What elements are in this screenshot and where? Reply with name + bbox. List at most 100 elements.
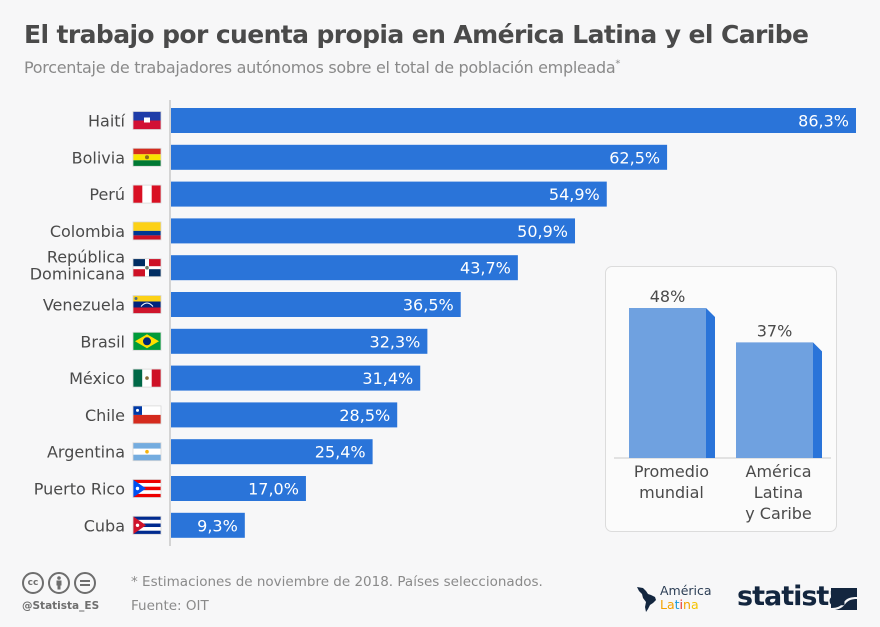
value-label: 43,7% [460,259,511,278]
peru-flag-icon [132,184,162,204]
bar-row: 28,5% Chile [85,402,398,428]
chile-flag-icon [132,405,162,425]
inset-bar: 37% América Latina y Caribe [736,321,822,523]
category-label: Brasil [80,332,125,351]
category-label: Dominicana [30,265,125,284]
latina-letter: t [674,597,680,612]
bar-row: 17,0% Puerto Rico [34,476,306,501]
value-label: 36,5% [403,296,454,315]
america-latina-logo: América Latina [660,584,712,612]
bar-row: 32,3% Brasil [80,328,428,354]
value-label: 50,9% [517,222,568,241]
bar-row: 9,3% Cuba [84,512,245,538]
inset-category-label: Latina [754,483,803,502]
category-label: Venezuela [43,296,125,315]
america-latina-line1: América [660,583,712,598]
value-label: 25,4% [315,443,366,462]
category-label: Bolivia [72,148,125,167]
value-label: 9,3% [197,516,238,535]
category-label: República [47,248,125,267]
inset-bar: 48% Promedio mundial [629,287,715,502]
footnote: * Estimaciones de noviembre de 2018. Paí… [131,574,543,590]
license-icons: cc [22,572,96,594]
cc-icon: cc [22,572,44,594]
category-label: Colombia [50,222,125,241]
inset-bar-side [813,342,822,458]
bar [171,365,421,391]
america-latina-line2: Latina [660,598,712,612]
category-label: Perú [89,185,125,204]
bar [171,218,576,244]
twitter-handle[interactable]: @Statista_ES [22,600,100,612]
source-note: Fuente: OIT [131,598,209,614]
latina-letter: a [666,597,675,612]
inset-category-label: Promedio [634,462,709,481]
puerto-rico-flag-icon [132,479,162,498]
value-label: 62,5% [609,148,660,167]
argentina-flag-icon [132,442,162,462]
latina-letter: i [679,597,684,612]
inset-category-label: América [746,462,812,481]
category-label: Cuba [84,516,125,535]
bar [171,292,461,317]
subtitle-text: Porcentaje de trabajadores autónomos sob… [24,58,616,77]
inset-bar-chart: 48% Promedio mundial 37% América Latina y Cari… [614,287,831,523]
no-derivatives-icon [74,572,96,594]
latina-letter: n [683,597,691,612]
bar-row: 62,5% Bolivia [72,144,668,170]
value-label: 54,9% [549,185,600,204]
category-label: Haití [88,112,126,131]
attribution-icon [48,572,70,594]
value-label: 86,3% [798,112,849,131]
chart-title: El trabajo por cuenta propia en América … [24,20,809,49]
bar-row: 25,4% Argentina [47,439,373,465]
brazil-flag-icon [132,331,162,351]
value-label: 17,0% [248,480,299,499]
category-label: México [69,369,125,388]
inset-bar-side [706,308,715,458]
main-bar-chart: 86,3% Haití 62,5% Bolivia 54,9% Perú 50,9% Colo… [30,100,856,546]
latina-letter: L [660,597,667,612]
value-label: 28,5% [339,406,390,425]
cuba-flag-icon [132,515,162,535]
bar [171,328,428,354]
inset-category-label: mundial [639,483,704,502]
bar [171,108,856,133]
inset-value-label: 48% [650,287,686,306]
inset-bar-front [629,308,706,458]
bar-row: 54,9% Perú [89,181,607,207]
colombia-flag-icon [132,221,162,241]
bar [171,181,607,207]
bar-row: 50,9% Colombia [50,218,576,244]
latina-letter: a [690,597,699,612]
statista-mark-icon [831,588,857,610]
chart-subtitle: Porcentaje de trabajadores autónomos sob… [24,58,620,77]
inset-category-label: y Caribe [745,504,812,523]
subtitle-footnote-mark: * [615,58,621,70]
bar [171,439,373,465]
bar-row: 31,4% México [69,365,421,391]
cc-icon-text: cc [27,578,39,588]
haiti-flag-icon [132,111,162,130]
inset-bar-front [736,342,813,458]
inset-comparison-panel: 48% Promedio mundial 37% América Latina y Cari… [605,266,837,532]
value-label: 31,4% [362,369,413,388]
category-label: Chile [85,406,125,425]
bar [171,255,518,281]
category-label: Puerto Rico [34,480,125,499]
latin-america-map-icon [637,587,656,612]
venezuela-flag-icon [132,295,162,314]
inset-value-label: 37% [757,321,793,340]
bar-row: 86,3% Haití [88,108,856,133]
bar-row: 36,5% Venezuela [43,292,461,317]
bar [171,402,398,428]
statista-logo[interactable]: statista [737,581,847,612]
bolivia-flag-icon [132,147,162,167]
category-label: Argentina [47,443,125,462]
mexico-flag-icon [132,368,162,388]
bar [171,144,668,170]
dominican-republic-flag-icon [132,258,162,278]
value-label: 32,3% [370,332,421,351]
bar [171,512,245,538]
